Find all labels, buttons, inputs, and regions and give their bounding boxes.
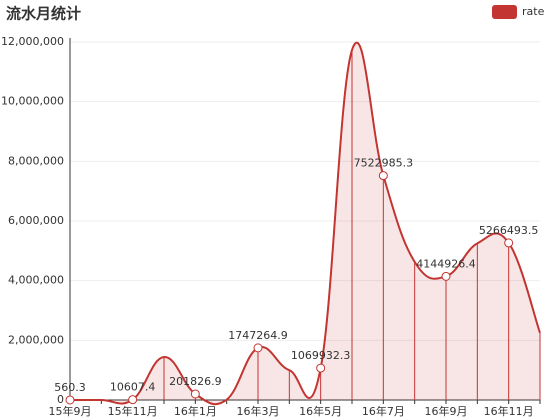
x-tick-label: 15年9月 — [49, 404, 92, 418]
line — [69, 41, 541, 406]
point — [316, 363, 326, 373]
point — [441, 271, 451, 281]
y-tick-label: 12,000,000 — [1, 35, 64, 48]
value-label: 1747264.9 — [228, 329, 288, 342]
point — [128, 395, 138, 405]
y-tick-label: 8,000,000 — [8, 154, 64, 167]
x-tick-label: 16年11月 — [484, 404, 534, 418]
x-tick-label: 16年1月 — [174, 404, 217, 418]
point — [65, 395, 75, 405]
x-tick-label: 15年11月 — [108, 404, 158, 418]
y-tick-label: 10,000,000 — [1, 95, 64, 108]
value-label: 1069932.3 — [291, 349, 351, 362]
legend-label: rate — [522, 5, 545, 18]
x-tick-label: 16年3月 — [237, 404, 280, 418]
x-tick-label: 16年7月 — [362, 404, 405, 418]
y-tick-label: 6,000,000 — [8, 214, 64, 227]
point — [190, 389, 200, 399]
point — [504, 238, 514, 248]
value-label: 4144926.4 — [416, 257, 476, 270]
area — [70, 42, 540, 405]
value-label: 5266493.5 — [479, 224, 539, 237]
y-tick-label: 2,000,000 — [8, 333, 64, 346]
chart-title: 流水月统计 — [6, 5, 81, 23]
value-label: 560.3 — [54, 381, 86, 394]
point — [378, 171, 388, 181]
y-tick-label: 4,000,000 — [8, 274, 64, 287]
x-tick-label: 16年5月 — [299, 404, 342, 418]
value-label: 201826.9 — [169, 375, 222, 388]
value-label: 7522985.3 — [354, 157, 414, 170]
y-tick-label: 0 — [57, 393, 64, 406]
x-tick-label: 16年9月 — [425, 404, 468, 418]
legend-swatch — [492, 5, 517, 19]
value-label: 10607.4 — [110, 381, 156, 394]
point — [253, 343, 263, 353]
